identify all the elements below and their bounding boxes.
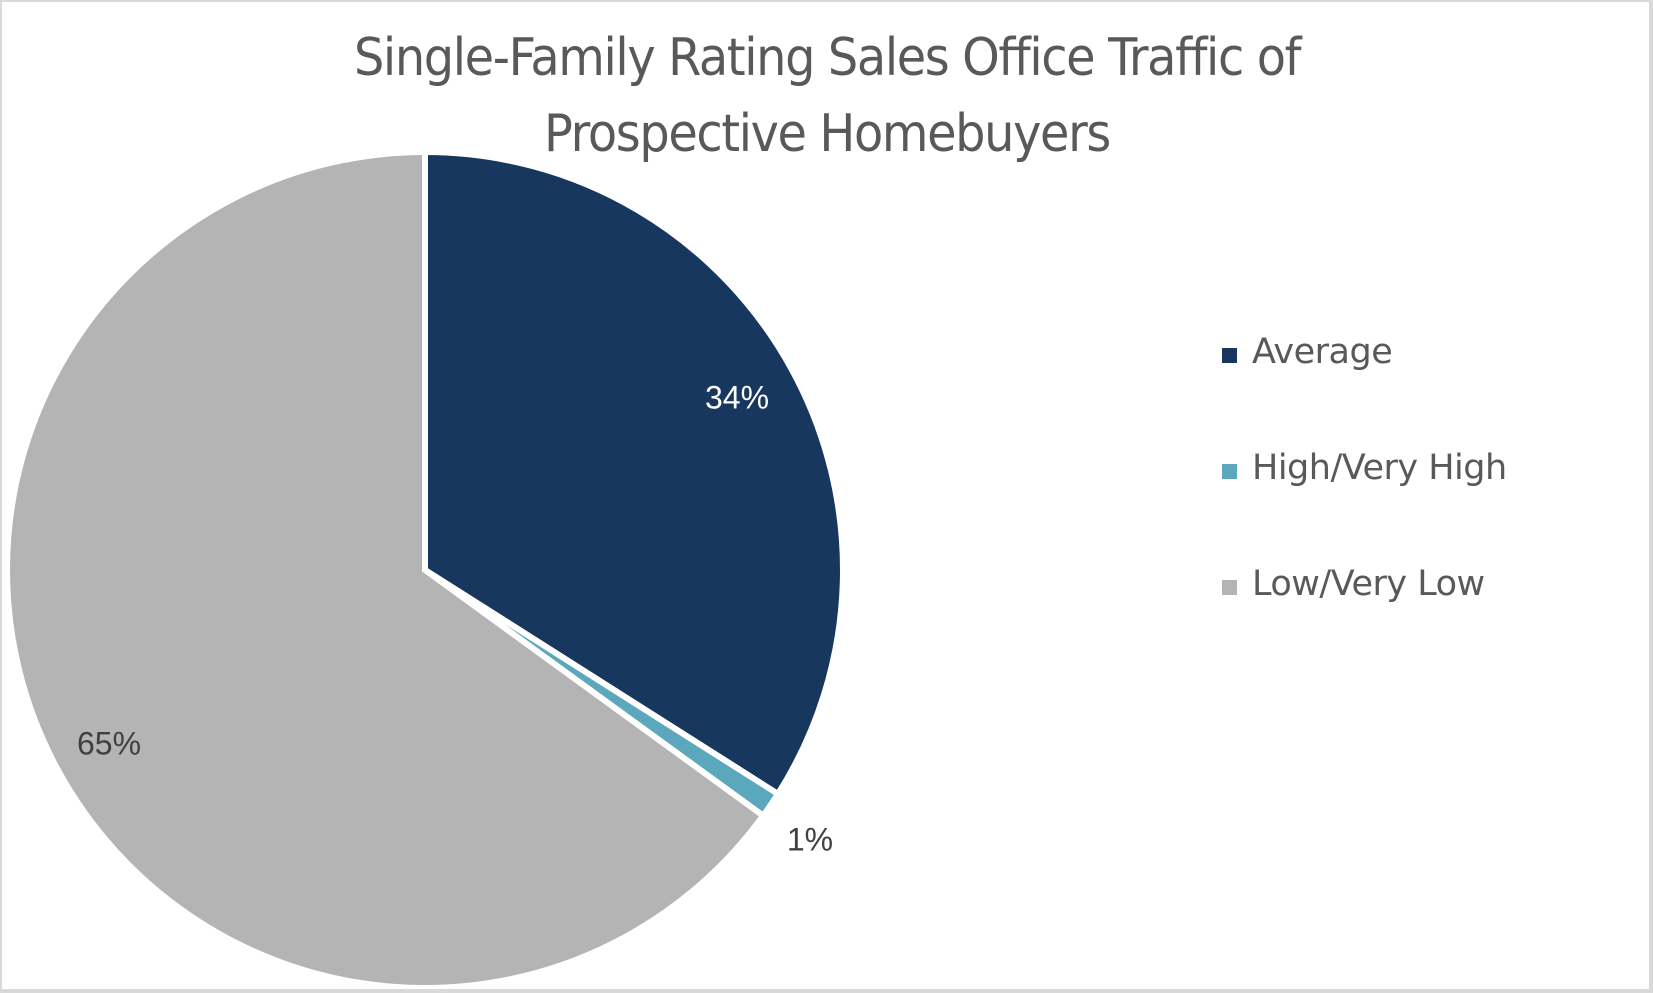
legend-swatch-low xyxy=(1222,580,1237,595)
chart-title-line-2: Prospective Homebuyers xyxy=(544,104,1111,164)
chart-title: Single-Family Rating Sales Office Traffi… xyxy=(252,20,1402,172)
legend-item-average: Average xyxy=(1222,332,1507,448)
legend-label-average: Average xyxy=(1252,332,1393,372)
legend-swatch-high xyxy=(1222,464,1237,479)
legend-label-high: High/Very High xyxy=(1252,448,1507,488)
legend-item-low: Low/Very Low xyxy=(1222,564,1507,680)
legend-swatch-average xyxy=(1222,348,1237,363)
pie-slice-low xyxy=(4,148,768,989)
data-label-average: 34% xyxy=(705,379,769,415)
legend-label-low: Low/Very Low xyxy=(1252,564,1485,604)
legend-item-high: High/Very High xyxy=(1222,448,1507,564)
chart-title-line-1: Single-Family Rating Sales Office Traffi… xyxy=(353,28,1301,88)
data-label-low: 65% xyxy=(77,725,141,761)
legend: Average High/Very High Low/Very Low xyxy=(1222,332,1507,680)
data-label-high: 1% xyxy=(787,821,833,857)
